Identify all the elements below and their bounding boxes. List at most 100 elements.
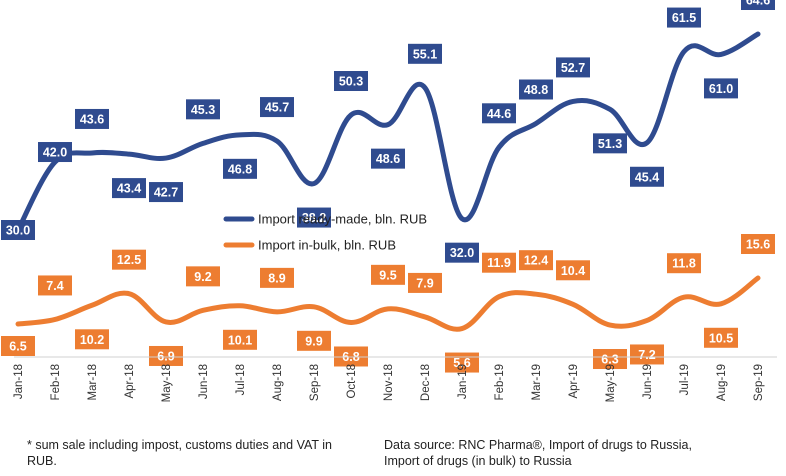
data-label: 7.9 (408, 272, 442, 293)
data-label-box (149, 345, 183, 366)
data-label: 32.0 (445, 242, 479, 263)
data-label: 45.7 (260, 97, 294, 118)
data-label: 10.4 (556, 260, 590, 281)
x-tick-label: Apr-18 (124, 364, 136, 399)
x-tick-label: Jan-19 (457, 364, 469, 399)
data-label-text: 9.9 (305, 334, 322, 348)
data-label-box (334, 346, 368, 367)
data-label: 6.5 (1, 336, 35, 356)
data-label-box (482, 103, 516, 124)
data-label-box (445, 242, 479, 263)
data-label: 11.8 (667, 253, 701, 274)
data-label-box (149, 182, 183, 203)
x-tick-label: Mar-19 (531, 364, 543, 400)
data-label-box (186, 266, 220, 287)
data-label: 43.4 (112, 178, 146, 199)
data-label-box (334, 71, 368, 92)
data-label-box (556, 57, 590, 78)
x-tick-label: Nov-18 (383, 364, 395, 401)
data-label-box (667, 7, 701, 28)
data-label: 6.8 (334, 346, 368, 367)
data-label-text: 11.8 (672, 257, 696, 271)
data-label-text: 64.6 (746, 0, 770, 8)
data-label: 6.3 (593, 349, 627, 370)
data-label: 61.5 (667, 7, 701, 28)
data-label: 11.9 (482, 252, 516, 273)
data-label-box (593, 349, 627, 370)
data-label: 51.3 (593, 133, 627, 154)
data-label-box (667, 253, 701, 274)
data-label: 10.2 (75, 329, 109, 350)
data-label-box (519, 250, 553, 271)
data-label-layer: 30.0 42.0 43.6 43.4 42.7 45.3 46.8 45.7 38.2 50.3… (1, 0, 775, 373)
data-label-text: 6.3 (601, 353, 618, 367)
data-label-text: 11.9 (487, 256, 511, 270)
x-tick-label: Sep-19 (753, 364, 765, 401)
data-label-text: 45.3 (191, 103, 215, 117)
data-label-box (704, 78, 738, 99)
data-label-text: 12.4 (524, 254, 548, 268)
data-label-text: 45.7 (265, 101, 289, 115)
data-label-text: 10.2 (80, 333, 104, 347)
data-label-box (297, 207, 331, 228)
data-label-box (75, 329, 109, 350)
data-label-text: 50.3 (339, 75, 363, 89)
data-label-text: 30.0 (6, 224, 30, 238)
data-label-text: 10.1 (228, 333, 252, 347)
data-label-box (741, 234, 775, 254)
data-label: 12.5 (112, 249, 146, 270)
data-label-box (482, 252, 516, 273)
data-label-text: 32.0 (450, 246, 474, 260)
data-label-text: 7.4 (46, 279, 63, 293)
data-label: 61.0 (704, 78, 738, 99)
data-label-box (371, 264, 405, 285)
data-label-text: 9.2 (194, 270, 211, 284)
data-label-box (630, 344, 664, 365)
data-label-text: 45.4 (635, 170, 659, 184)
x-tick-label: Jun-19 (642, 364, 654, 399)
x-tick-label: Dec-18 (420, 364, 432, 401)
data-label: 52.7 (556, 57, 590, 78)
data-label: 5.6 (445, 352, 479, 373)
data-label: 38.2 (297, 207, 331, 228)
data-label: 64.6 (741, 0, 775, 10)
data-label: 9.5 (371, 264, 405, 285)
data-label: 6.9 (149, 345, 183, 366)
data-label-text: 51.3 (598, 137, 622, 151)
x-tick-label: Feb-18 (50, 364, 62, 400)
data-label-text: 15.6 (746, 238, 770, 252)
data-label-box (260, 267, 294, 288)
data-label-text: 55.1 (413, 47, 437, 61)
data-label-text: 42.7 (154, 186, 178, 200)
data-label-text: 46.8 (228, 162, 252, 176)
x-tick-label: Feb-19 (494, 364, 506, 400)
data-label: 45.4 (630, 166, 664, 187)
x-tick-label: Aug-19 (716, 364, 728, 401)
data-label-box (519, 79, 553, 100)
data-label: 9.2 (186, 266, 220, 287)
data-label: 7.4 (38, 275, 72, 296)
data-label: 8.9 (260, 267, 294, 288)
data-label: 9.9 (297, 330, 331, 351)
data-label-box (704, 327, 738, 348)
data-label-text: 52.7 (561, 61, 585, 75)
series-line-ready-made (15, 31, 761, 233)
data-label-text: 38.2 (302, 211, 326, 225)
x-tick-label: Jun-18 (198, 364, 210, 399)
data-label: 15.6 (741, 234, 775, 254)
data-label: 7.2 (630, 344, 664, 365)
legend: Import ready-made, bln. RUB Import in-bul… (223, 212, 427, 253)
data-label-box (38, 142, 72, 163)
data-label: 50.3 (334, 71, 368, 92)
x-tick-label: Jul-19 (679, 364, 691, 395)
x-tick-label: May-18 (161, 364, 173, 402)
data-label: 42.0 (38, 142, 72, 163)
data-label: 48.6 (371, 148, 405, 169)
data-label-box (223, 329, 257, 350)
data-label-text: 43.4 (117, 182, 141, 196)
data-label: 10.5 (704, 327, 738, 348)
data-label-text: 8.9 (268, 271, 285, 285)
data-label-box (38, 275, 72, 296)
data-label-text: 42.0 (43, 146, 67, 160)
